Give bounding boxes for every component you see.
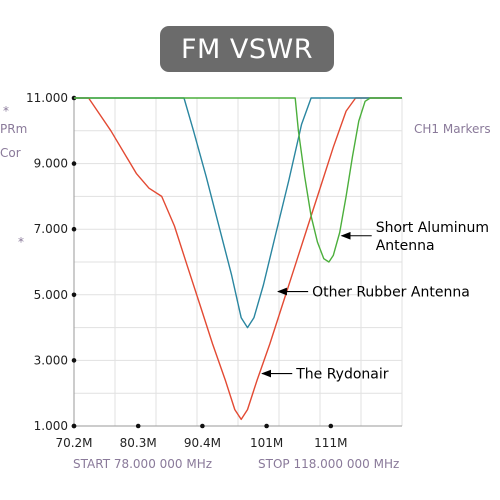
chart-annotations: Short Aluminum Antenna Other Rubber Antenn… [261,220,489,383]
side-label-markers: CH1 Markers [414,122,491,136]
y-tick-dot [71,358,77,363]
y-tick-dot [71,226,77,232]
annotation-label: Other Rubber Antenna [312,285,470,301]
side-label-prm: PRm [0,122,27,136]
x-tick-label: 70.2M [55,436,92,450]
x-tick-label: 101M [250,436,283,450]
chart-grid [73,97,403,427]
x-tick-label: 90.4M [184,436,221,450]
chart-series [74,97,402,421]
y-tick-dot [71,161,77,166]
side-marker-dot-top: * [3,104,9,118]
chart-title: FM VSWR [160,26,334,72]
y-tick-label: 3.000 [34,353,68,367]
side-label-cor: Cor [0,146,21,160]
footer-start: START 78.000 000 MHz [73,457,212,471]
annotation-label: Antenna [376,238,435,254]
y-tick-label: 7.000 [34,222,68,236]
x-tick-dot [200,423,205,429]
side-marker-dot-mid: * [18,235,24,249]
y-tick-label: 5.000 [34,288,68,302]
x-tick-dot [264,423,269,429]
x-tick-dot [135,423,141,429]
chart-axes: 1.000 3.000 5.000 7.000 9.000 11.000 70.2M 80.3… [26,91,402,450]
series-line-short-aluminum-antenna [74,97,402,263]
y-tick-label: 11.000 [26,91,68,105]
y-tick-label: 9.000 [34,157,68,171]
footer-stop: STOP 118.000 000 MHz [258,457,399,471]
x-tick-label: 111M [314,436,347,450]
annotation-label: Short Aluminum [376,220,489,236]
y-tick-label: 1.000 [34,419,68,433]
x-tick-dot [328,423,334,429]
y-tick-dot [71,292,77,298]
x-tick-label: 80.3M [120,436,157,450]
x-tick-dot [71,423,77,429]
annotation-label: The Rydonair [295,367,389,383]
series-line-the-rydonair [74,97,402,421]
